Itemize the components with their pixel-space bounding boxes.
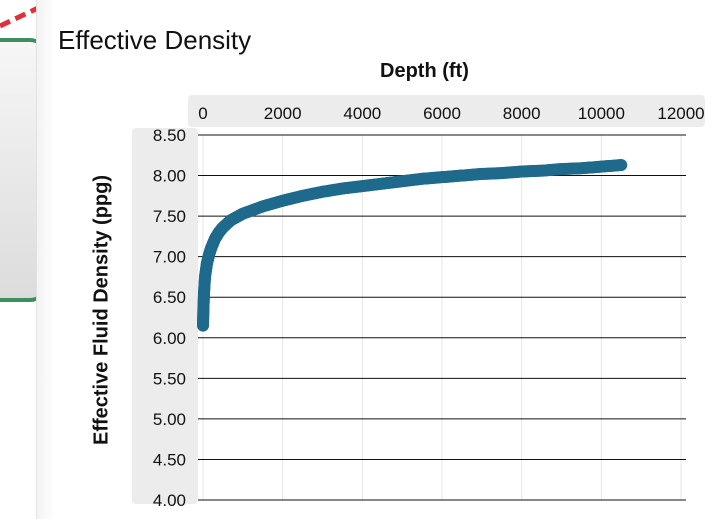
y-tick-label: 8.00 (153, 167, 186, 186)
x-tick-labels: 0 2000 4000 6000 8000 10000 12000 (198, 104, 704, 123)
y-tick-label: 6.50 (153, 288, 186, 307)
x-tick-band (188, 95, 705, 127)
y-tick-label: 7.00 (153, 248, 186, 267)
x-tick-label: 6000 (423, 104, 461, 123)
y-tick-label: 8.50 (153, 126, 186, 145)
y-tick-labels: 8.50 8.00 7.50 7.00 6.50 6.00 5.50 5.00 4.50 4.00 (153, 126, 186, 510)
data-points (197, 159, 628, 332)
y-tick-label: 7.50 (153, 207, 186, 226)
x-tick-label: 10000 (578, 104, 625, 123)
y-tick-label: 6.00 (153, 329, 186, 348)
y-tick-label: 4.50 (153, 450, 186, 469)
y-tick-label: 5.00 (153, 410, 186, 429)
x-tick-label: 4000 (343, 104, 381, 123)
data-point (615, 159, 628, 172)
x-tick-label: 12000 (657, 104, 704, 123)
x-tick-label: 2000 (264, 104, 302, 123)
x-tick-label: 0 (198, 104, 207, 123)
chart-title: Effective Density (58, 25, 252, 55)
x-axis-label: Depth (ft) (380, 60, 469, 82)
panel-divider (36, 0, 37, 519)
y-tick-label: 4.00 (153, 491, 186, 510)
y-tick-label: 5.50 (153, 369, 186, 388)
x-tick-label: 8000 (503, 104, 541, 123)
y-tick-band (132, 128, 198, 504)
